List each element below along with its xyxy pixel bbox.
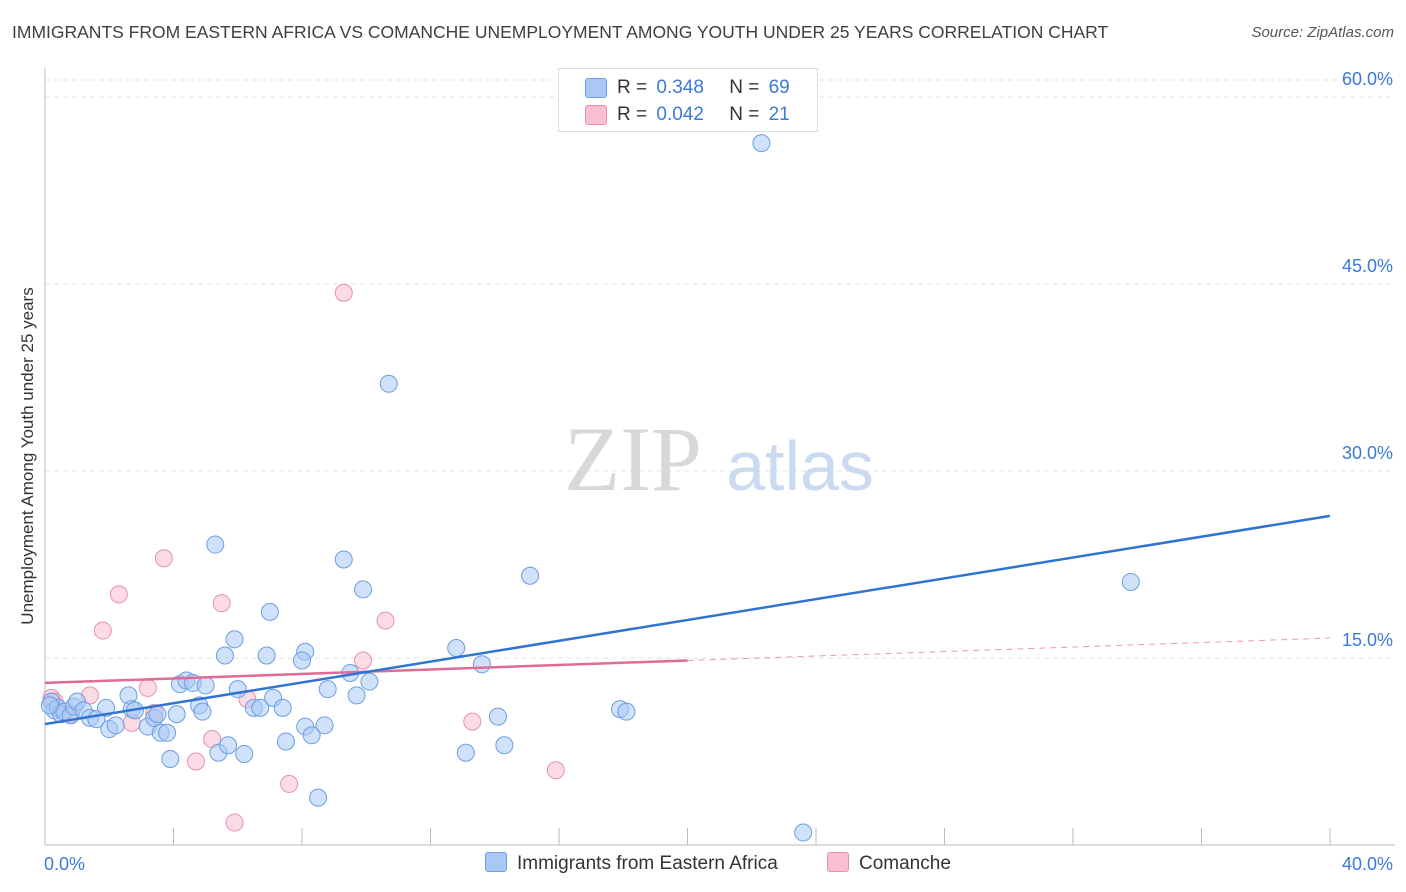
eastern-africa-point	[752, 134, 771, 153]
y-tick-label: 60.0%	[1342, 69, 1393, 89]
eastern-africa-point	[228, 680, 247, 699]
legend-r-value: 0.042	[656, 104, 704, 125]
bottom-legend-swatch-blue	[485, 852, 507, 872]
comanche-points	[42, 283, 565, 832]
eastern-africa-point	[206, 535, 225, 554]
eastern-africa-point	[161, 749, 180, 768]
eastern-africa-points	[40, 134, 1140, 842]
comanche-trend-dashed	[687, 637, 1331, 661]
eastern-africa-point	[315, 716, 334, 735]
eastern-africa-point	[794, 823, 813, 842]
eastern-africa-point	[488, 707, 507, 726]
eastern-africa-point	[302, 726, 321, 745]
eastern-africa-point	[1121, 572, 1140, 591]
comanche-point	[354, 651, 373, 670]
trend-lines	[44, 514, 1331, 726]
legend-r-label: R =	[617, 77, 648, 98]
eastern-africa-point	[193, 702, 212, 721]
comanche-point	[546, 761, 565, 780]
watermark-zip: ZIP	[564, 408, 702, 510]
y-axis-label: Unemployment Among Youth under 25 years	[18, 287, 37, 625]
comanche-point	[280, 774, 299, 793]
comanche-point	[109, 585, 128, 604]
axes	[44, 68, 1395, 846]
eastern-africa-point	[158, 723, 177, 742]
eastern-africa-point	[40, 696, 59, 715]
eastern-africa-point	[472, 655, 491, 674]
comanche-point	[463, 712, 482, 731]
watermark: ZIP atlas	[564, 408, 874, 510]
eastern-africa-point	[225, 630, 244, 649]
watermark-atlas: atlas	[726, 427, 874, 505]
comanche-point	[93, 621, 112, 640]
eastern-africa-point	[106, 716, 125, 735]
comanche-point	[138, 678, 157, 697]
eastern-africa-point	[354, 580, 373, 599]
y-tick-label: 30.0%	[1342, 443, 1393, 463]
bottom-legend-label: Comanche	[859, 853, 951, 874]
legend-n-label: N =	[729, 104, 760, 125]
legend-n-value: 21	[768, 104, 790, 125]
comanche-point	[212, 594, 231, 613]
y-tick-label: 15.0%	[1342, 630, 1393, 650]
eastern-africa-trend-line	[44, 514, 1331, 726]
eastern-africa-point	[235, 744, 254, 763]
tick-labels: 15.0% 30.0% 45.0% 60.0% 0.0% 40.0%	[44, 69, 1393, 874]
bottom-legend-eastern-africa: Immigrants from Eastern Africa	[485, 852, 778, 875]
legend-swatch-blue	[585, 78, 607, 98]
eastern-africa-point	[251, 698, 270, 717]
eastern-africa-point	[379, 374, 398, 393]
comanche-point	[376, 611, 395, 630]
comanche-point	[186, 752, 205, 771]
eastern-africa-point	[260, 602, 279, 621]
eastern-africa-point	[309, 788, 328, 807]
legend-n-value: 69	[768, 77, 790, 98]
legend-swatch-pink	[585, 105, 607, 125]
eastern-africa-point	[215, 646, 234, 665]
eastern-africa-point	[196, 676, 215, 695]
legend-n-label: N =	[729, 77, 760, 98]
correlation-legend: R = 0.348 N = 69 R = 0.042 N = 21	[558, 68, 818, 132]
eastern-africa-point	[318, 680, 337, 699]
x-tick-label: 0.0%	[44, 854, 85, 874]
eastern-africa-point	[521, 566, 540, 585]
eastern-africa-point	[360, 672, 379, 691]
eastern-africa-point	[273, 698, 292, 717]
bottom-legend-swatch-pink	[827, 852, 849, 872]
legend-r-value: 0.348	[656, 77, 704, 98]
eastern-africa-point	[257, 646, 276, 665]
eastern-africa-point	[219, 736, 238, 755]
x-tick-label: 40.0%	[1342, 854, 1393, 874]
eastern-africa-point	[148, 705, 167, 724]
eastern-africa-point	[456, 743, 475, 762]
eastern-africa-point	[167, 705, 186, 724]
eastern-africa-point	[97, 698, 116, 717]
bottom-legend-comanche: Comanche	[827, 852, 951, 875]
chart-title: IMMIGRANTS FROM EASTERN AFRICA VS COMANC…	[12, 22, 1109, 42]
legend-r-label: R =	[617, 104, 648, 125]
eastern-africa-point	[447, 639, 466, 658]
eastern-africa-point	[495, 736, 514, 755]
eastern-africa-point	[293, 651, 311, 670]
eastern-africa-point	[276, 732, 295, 751]
source-label: Source: ZipAtlas.com	[1251, 24, 1394, 41]
comanche-point	[225, 813, 244, 832]
eastern-africa-point	[334, 550, 353, 569]
eastern-africa-point	[347, 686, 366, 705]
bottom-legend-label: Immigrants from Eastern Africa	[517, 853, 778, 874]
comanche-point	[154, 549, 173, 568]
eastern-africa-point	[617, 702, 636, 721]
y-tick-label: 45.0%	[1342, 256, 1393, 276]
comanche-point	[334, 283, 353, 302]
gridlines	[45, 79, 1395, 659]
